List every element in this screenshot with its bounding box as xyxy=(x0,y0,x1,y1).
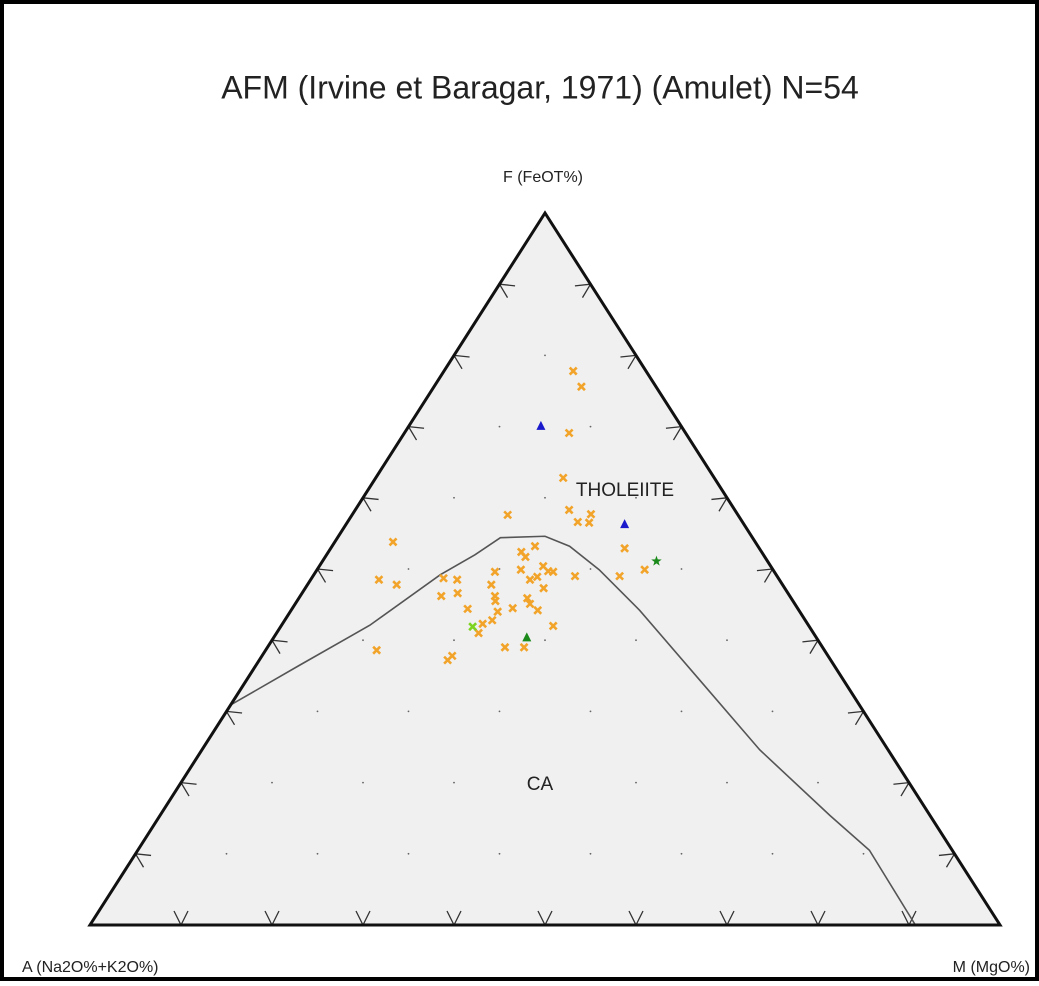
point xyxy=(463,604,473,614)
grid-dot xyxy=(225,852,228,855)
triangle-outline xyxy=(87,210,1003,927)
point xyxy=(640,565,650,575)
grid-dot xyxy=(316,852,319,855)
point xyxy=(620,519,630,529)
grid-dot xyxy=(771,852,774,855)
grid-dot xyxy=(271,781,273,784)
point xyxy=(586,509,596,519)
grid-dot xyxy=(407,710,410,713)
point xyxy=(525,575,535,585)
point xyxy=(522,632,532,642)
grid-dot xyxy=(544,639,546,642)
point xyxy=(521,552,530,562)
point xyxy=(519,642,529,652)
grid-dot xyxy=(771,710,774,713)
point xyxy=(570,571,580,581)
apex-label: F (FeOT%) xyxy=(503,169,583,186)
grid-dot xyxy=(544,496,546,499)
point xyxy=(487,615,497,625)
grid-dot xyxy=(362,639,364,642)
grid-dot xyxy=(453,496,455,499)
grid-dot xyxy=(680,568,683,570)
annotation: THOLEIITE xyxy=(576,480,674,501)
point xyxy=(584,518,594,528)
point xyxy=(478,619,488,629)
point xyxy=(468,622,478,632)
point xyxy=(372,645,382,655)
point xyxy=(392,580,402,590)
apex-label: M (MgO%) xyxy=(953,959,1030,976)
point xyxy=(443,655,453,665)
grid-dot xyxy=(407,568,410,570)
point xyxy=(651,555,662,566)
annotation: CA xyxy=(527,774,554,795)
grid-dot xyxy=(362,781,364,784)
grid-dot xyxy=(498,425,501,428)
grid-dot xyxy=(453,781,455,784)
point xyxy=(474,628,483,638)
chart-title: AFM (Irvine et Baragar, 1971) (Amulet) N… xyxy=(221,69,859,105)
point xyxy=(568,366,578,376)
point xyxy=(452,575,462,585)
point xyxy=(615,571,625,581)
grid-dot xyxy=(589,710,592,713)
point xyxy=(543,566,553,576)
point xyxy=(536,420,546,430)
apex-label: A (Na2O%+K2O%) xyxy=(22,959,159,976)
grid-dot xyxy=(635,639,637,642)
point xyxy=(573,517,583,527)
grid-dot xyxy=(453,639,455,642)
point xyxy=(436,591,446,601)
point xyxy=(548,621,558,631)
grid-dot xyxy=(589,425,592,428)
boundary-line xyxy=(230,535,917,926)
grid-dot xyxy=(680,852,683,855)
grid-dot xyxy=(498,710,501,713)
point xyxy=(500,642,510,652)
grid-dot xyxy=(726,781,728,784)
grid-dot xyxy=(635,781,637,784)
point xyxy=(453,588,463,598)
point xyxy=(564,428,574,438)
point xyxy=(493,607,503,617)
grid-dot xyxy=(498,852,501,855)
point xyxy=(503,510,513,520)
grid-dot xyxy=(680,710,683,713)
grid-dot xyxy=(862,852,865,855)
grid-dot xyxy=(589,852,592,855)
point xyxy=(532,572,542,582)
point xyxy=(533,605,543,615)
grid-dot xyxy=(726,639,728,642)
point xyxy=(374,575,384,585)
point xyxy=(439,573,448,583)
point xyxy=(525,599,535,609)
point xyxy=(516,565,526,575)
grid-dot xyxy=(407,852,410,855)
point xyxy=(486,580,496,590)
point xyxy=(530,541,540,551)
point xyxy=(508,603,518,613)
point xyxy=(522,593,532,603)
point xyxy=(576,382,586,392)
point xyxy=(388,537,398,547)
point xyxy=(539,583,549,593)
point xyxy=(558,473,568,483)
point xyxy=(490,567,500,577)
grid-dot xyxy=(544,354,546,357)
grid-dot xyxy=(544,781,546,784)
grid-dot xyxy=(635,496,637,499)
point xyxy=(564,505,574,515)
point xyxy=(620,543,630,553)
grid-dot xyxy=(817,781,819,784)
grid-dot xyxy=(589,568,592,570)
point xyxy=(490,596,500,606)
grid-dot xyxy=(316,710,319,713)
